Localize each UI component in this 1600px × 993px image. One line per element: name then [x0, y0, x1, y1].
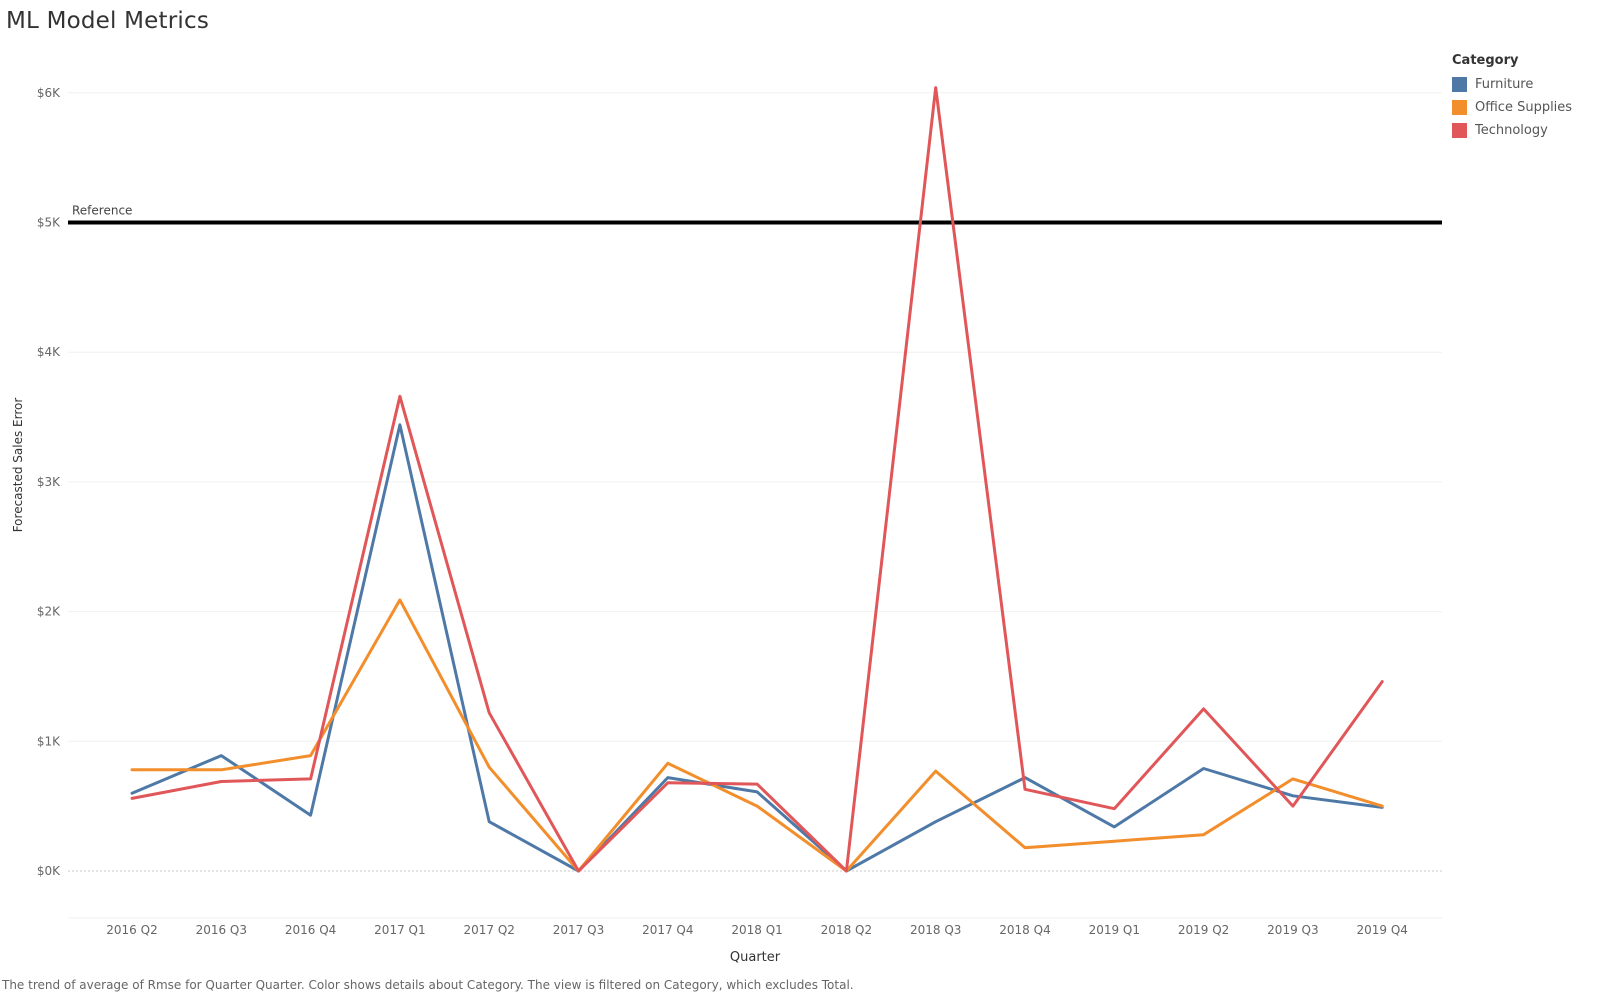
- reference-line-label: Reference: [72, 204, 132, 218]
- chart-caption: The trend of average of Rmse for Quarter…: [2, 978, 854, 992]
- x-axis-ticks: 2016 Q2 2016 Q3 2016 Q4 2017 Q1 2017 Q2 2017 …: [106, 923, 1408, 937]
- legend-item-furniture[interactable]: Furniture: [1452, 73, 1572, 96]
- x-tick-label: 2017 Q3: [553, 923, 604, 937]
- y-tick-label: $1K: [37, 734, 61, 748]
- y-tick-label: $4K: [37, 345, 61, 359]
- x-tick-label: 2017 Q2: [463, 923, 514, 937]
- legend-item-office-supplies[interactable]: Office Supplies: [1452, 96, 1572, 119]
- line-chart: $0K$1K$2K$3K$4K$5K$6K 2016 Q2 2016 Q3 2016…: [11, 86, 1442, 965]
- series-line-technology[interactable]: [130, 86, 1384, 873]
- x-tick-label: 2018 Q1: [731, 923, 782, 937]
- x-tick-label: 2016 Q4: [285, 923, 336, 937]
- legend-title: Category: [1452, 53, 1519, 68]
- legend-label-office-supplies: Office Supplies: [1475, 100, 1573, 115]
- x-tick-label: 2019 Q4: [1356, 923, 1407, 937]
- y-tick-label: $2K: [37, 605, 61, 619]
- legend-label-furniture: Furniture: [1475, 77, 1534, 92]
- y-axis-label: Forecasted Sales Error: [11, 398, 25, 533]
- x-tick-label: 2019 Q2: [1178, 923, 1229, 937]
- y-tick-label: $5K: [37, 216, 61, 230]
- y-tick-label: $6K: [37, 86, 61, 100]
- x-tick-label: 2017 Q1: [374, 923, 425, 937]
- y-tick-label: $3K: [37, 475, 61, 489]
- grid-lines: [68, 92, 1442, 919]
- legend: Category Furniture Office Supplies Techn…: [1452, 53, 1572, 142]
- reference-line-group: Reference: [68, 204, 1442, 225]
- x-tick-label: 2016 Q2: [106, 923, 157, 937]
- series-lines: [130, 86, 1384, 873]
- x-tick-label: 2019 Q1: [1089, 923, 1140, 937]
- page-title: ML Model Metrics: [6, 8, 210, 34]
- legend-swatch-furniture: [1452, 77, 1467, 92]
- x-tick-label: 2018 Q3: [910, 923, 961, 937]
- legend-swatch-technology: [1452, 123, 1467, 138]
- legend-swatch-office-supplies: [1452, 100, 1467, 115]
- y-axis-ticks: $0K $1K $2K $3K $4K $5K $6K: [37, 86, 61, 878]
- x-tick-label: 2018 Q2: [821, 923, 872, 937]
- x-axis-label: Quarter: [730, 950, 781, 965]
- series-line-furniture[interactable]: [130, 423, 1384, 873]
- x-tick-label: 2016 Q3: [196, 923, 247, 937]
- x-tick-label: 2018 Q4: [999, 923, 1050, 937]
- y-tick-label: $0K: [37, 864, 61, 878]
- legend-label-technology: Technology: [1475, 123, 1548, 138]
- x-tick-label: 2017 Q4: [642, 923, 693, 937]
- x-tick-label: 2019 Q3: [1267, 923, 1318, 937]
- legend-item-technology[interactable]: Technology: [1452, 119, 1572, 142]
- series-line-office-supplies[interactable]: [130, 598, 1384, 873]
